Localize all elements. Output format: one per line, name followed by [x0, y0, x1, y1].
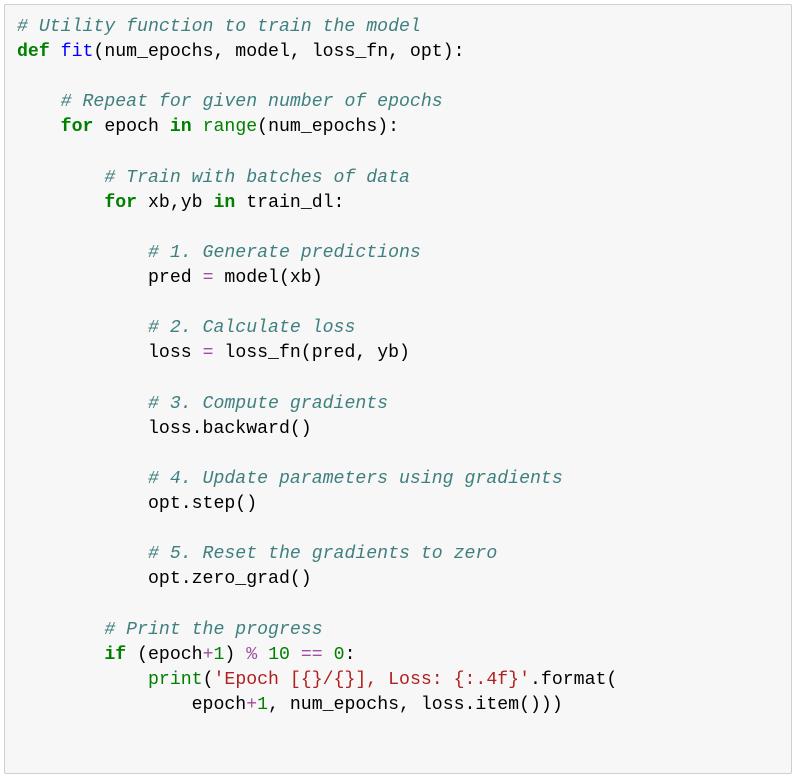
- comment: # Train with batches of data: [104, 168, 410, 188]
- number: 1: [257, 695, 268, 715]
- comment: # Repeat for given number of epochs: [61, 92, 443, 112]
- comment: # Utility function to train the model: [17, 17, 421, 37]
- string: 'Epoch [{}/{}], Loss: {:.4f}': [213, 670, 530, 690]
- code-text: , num_epochs, loss.item())): [268, 695, 563, 715]
- code-text: [323, 645, 334, 665]
- code-text: pred: [148, 268, 203, 288]
- code-text: [257, 645, 268, 665]
- keyword-in: in: [213, 193, 235, 213]
- keyword-def: def: [17, 42, 50, 62]
- code-text: epoch: [192, 695, 247, 715]
- code-block: # Utility function to train the model de…: [4, 4, 792, 774]
- code-text: train_dl:: [235, 193, 344, 213]
- number: 0: [334, 645, 345, 665]
- operator-mod: %: [246, 645, 257, 665]
- keyword-in: in: [170, 117, 192, 137]
- comment: # 1. Generate predictions: [148, 243, 421, 263]
- comment: # 3. Compute gradients: [148, 394, 388, 414]
- operator-eq: =: [203, 343, 214, 363]
- operator-plus: +: [203, 645, 214, 665]
- comment: # 5. Reset the gradients to zero: [148, 544, 497, 564]
- number: 10: [268, 645, 290, 665]
- loop-vars: xb,yb: [137, 193, 213, 213]
- code-text: .format(: [530, 670, 617, 690]
- comment: # Print the progress: [104, 620, 322, 640]
- operator-eq: =: [203, 268, 214, 288]
- code-text: model(xb): [213, 268, 322, 288]
- code-text: :: [345, 645, 356, 665]
- keyword-for: for: [61, 117, 94, 137]
- builtin-print: print: [148, 670, 203, 690]
- code-text: loss_fn(pred, yb): [213, 343, 409, 363]
- code-text: (epoch: [126, 645, 202, 665]
- operator-eqeq: ==: [301, 645, 323, 665]
- loop-var: epoch: [93, 117, 169, 137]
- number: 1: [214, 645, 225, 665]
- func-name: fit: [61, 42, 94, 62]
- code-text: ): [224, 645, 246, 665]
- keyword-for: for: [104, 193, 137, 213]
- code-text: loss.backward(): [148, 419, 312, 439]
- operator-plus: +: [246, 695, 257, 715]
- func-args: (num_epochs, model, loss_fn, opt):: [93, 42, 464, 62]
- code-text: opt.step(): [148, 494, 257, 514]
- builtin-range: range: [203, 117, 258, 137]
- code-text: (: [203, 670, 214, 690]
- comment: # 4. Update parameters using gradients: [148, 469, 563, 489]
- code-content: # Utility function to train the model de…: [17, 15, 779, 718]
- keyword-if: if: [104, 645, 126, 665]
- code-text: opt.zero_grad(): [148, 569, 312, 589]
- code-text: [290, 645, 301, 665]
- code-text: loss: [148, 343, 203, 363]
- comment: # 2. Calculate loss: [148, 318, 355, 338]
- code-text: (num_epochs):: [257, 117, 399, 137]
